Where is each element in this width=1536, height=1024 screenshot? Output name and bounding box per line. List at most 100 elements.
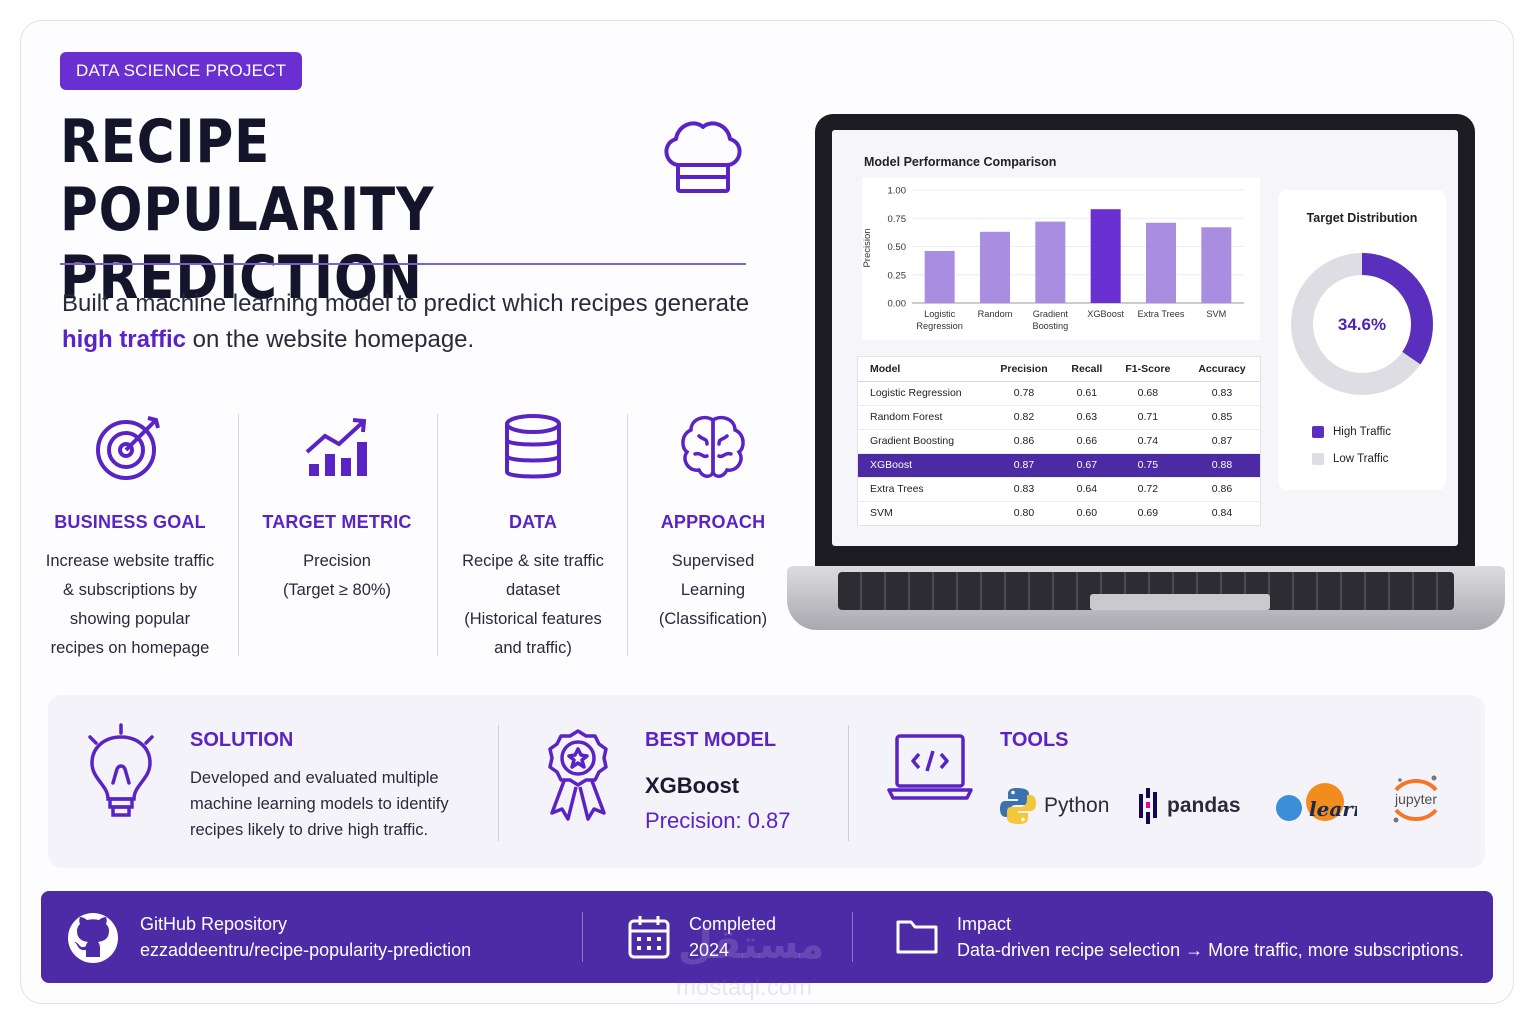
table-cell: 0.75 — [1111, 452, 1184, 477]
bar-chart: 1.00 0.75 0.50 0.25 0.00 Precision Logistic Reg… — [862, 178, 1260, 340]
table-cell: Extra Trees — [858, 476, 986, 501]
table-row: SVM 0.80 0.60 0.69 0.84 — [858, 500, 1260, 525]
folder-icon — [896, 920, 938, 954]
x-tick-label: Gradient — [1033, 309, 1069, 319]
legend-item-low-traffic: Low Traffic — [1312, 453, 1388, 465]
x-tick-label: XGBoost — [1087, 309, 1124, 319]
table-cell: 0.72 — [1111, 476, 1184, 501]
tool-label: pandas — [1167, 794, 1241, 817]
calendar-icon — [628, 916, 670, 959]
bar — [1090, 209, 1121, 303]
summary-divider — [498, 725, 499, 841]
x-tick-label: Boosting — [1032, 321, 1068, 331]
title-line-1: RECIPE POPULARITY — [60, 107, 435, 245]
table-cell: 0.61 — [1062, 380, 1112, 405]
table-cell: 0.71 — [1111, 404, 1184, 429]
feature-business-goal: BUSINESS GOAL Increase website traffic & … — [40, 412, 220, 657]
project-badge: DATA SCIENCE PROJECT — [60, 52, 303, 90]
table-cell: 0.83 — [986, 476, 1062, 501]
chef-hat-icon — [664, 121, 742, 193]
jupyter-logo-icon: jupyter — [1393, 775, 1438, 823]
impact-text: Data-driven recipe selection → More traf… — [957, 940, 1464, 960]
database-icon — [505, 414, 561, 479]
bar-chart-panel: Model Performance Comparison 1.00 0.75 0.5… — [832, 130, 1264, 345]
intro-highlight: high traffic — [62, 326, 186, 353]
table-row: Logistic Regression 0.78 0.61 0.68 0.83 — [858, 380, 1260, 405]
watermark-url: mostaql.com — [676, 974, 813, 1001]
table-cell: 0.87 — [986, 452, 1062, 477]
github-repo-link[interactable]: ezzaddeentru/recipe-popularity-predictio… — [140, 940, 472, 960]
feature-heading: BUSINESS GOAL — [54, 512, 206, 532]
tool-python: Python — [1000, 787, 1109, 825]
tool-pandas: pandas — [1137, 788, 1241, 824]
table-cell: 0.64 — [1062, 476, 1112, 501]
y-axis-label: Precision — [862, 228, 873, 267]
feature-text: Supervised Learning (Classification) — [658, 552, 768, 628]
feature-text: Precision (Target ≥ 80%) — [282, 552, 392, 599]
laptop-screen: Model Performance Comparison 1.00 0.75 0.5… — [832, 130, 1458, 546]
footer-bar — [41, 891, 1493, 983]
bar — [1035, 221, 1066, 303]
feature-heading: DATA — [508, 512, 558, 532]
column-header: Model — [858, 357, 986, 382]
code-laptop-icon — [887, 734, 973, 800]
watermark-logo: مستقل — [678, 923, 825, 967]
solution-text: Developed and evaluated multiple machine … — [190, 769, 449, 839]
feature-heading: TARGET METRIC — [262, 512, 412, 532]
feature-heading: APPROACH — [660, 512, 766, 532]
tool-jupyter: jupyter — [1388, 772, 1444, 828]
intro-paragraph: Built a machine learning model to predic… — [62, 290, 750, 353]
bar — [980, 231, 1010, 303]
table-cell: 0.87 — [1183, 428, 1260, 453]
table-header-row: Model Precision Recall F1-Score Accuracy — [858, 357, 1260, 382]
award-ribbon-icon — [548, 729, 608, 821]
scikit-learn-logo-icon: learn — [1276, 783, 1357, 821]
target-icon — [96, 416, 160, 480]
table-cell: Logistic Regression — [858, 380, 986, 405]
table-cell: 0.82 — [986, 404, 1062, 429]
laptop-trackpad — [1090, 594, 1270, 610]
tools-heading: TOOLS — [1000, 729, 1069, 751]
table-cell: 0.66 — [1062, 428, 1112, 453]
table-cell: 0.60 — [1062, 500, 1112, 525]
table-cell: Random Forest — [858, 404, 986, 429]
table-cell: 0.85 — [1183, 404, 1260, 429]
summary-panel — [48, 695, 1485, 868]
column-header: Recall — [1062, 357, 1112, 382]
svg-text:jupyter: jupyter — [1394, 791, 1437, 807]
model-metrics-table: Model Precision Recall F1-Score Accuracy… — [857, 356, 1261, 526]
table-cell: 0.63 — [1062, 404, 1112, 429]
title-line-2: PREDICTION — [60, 243, 423, 313]
y-tick-label: 0.00 — [888, 299, 907, 310]
python-logo-icon — [1000, 788, 1036, 824]
x-tick-label: Regression — [916, 321, 962, 331]
feature-target-metric: TARGET METRIC Precision (Target ≥ 80%) — [257, 412, 417, 657]
table-cell: Gradient Boosting — [858, 428, 986, 453]
y-tick-label: 0.25 — [888, 270, 907, 281]
bar — [924, 251, 955, 303]
tool-scikit-learn: learn — [1273, 782, 1357, 826]
lightbulb-icon — [88, 723, 154, 817]
feature-divider — [437, 414, 438, 656]
github-label: GitHub Repository — [140, 914, 288, 934]
legend-item-high-traffic: High Traffic — [1312, 426, 1391, 438]
table-cell: XGBoost — [858, 452, 986, 477]
chart-up-icon — [305, 418, 367, 476]
completed-year: 2024 — [689, 940, 730, 960]
donut-chart: 34.6% — [1291, 253, 1433, 395]
legend-swatch — [1312, 453, 1324, 465]
table-cell: 0.69 — [1111, 500, 1184, 525]
x-tick-label: SVM — [1206, 309, 1226, 319]
best-model-heading: BEST MODEL — [645, 729, 777, 751]
table-row: Extra Trees 0.83 0.64 0.72 0.86 — [858, 476, 1260, 501]
column-header: Accuracy — [1183, 357, 1260, 382]
footer-divider — [582, 912, 583, 962]
bar — [1201, 227, 1232, 303]
donut-chart-panel: Target Distribution 34.6% High Traffic L… — [1278, 190, 1446, 490]
feature-divider — [238, 414, 239, 656]
x-tick-label: Extra Trees — [1138, 309, 1185, 319]
y-tick-label: 0.50 — [888, 242, 907, 253]
feature-approach: APPROACH Supervised Learning (Classificati… — [638, 412, 788, 657]
feature-data: DATA Recipe & site traffic dataset (Histor… — [448, 412, 618, 657]
summary-divider — [848, 725, 849, 841]
